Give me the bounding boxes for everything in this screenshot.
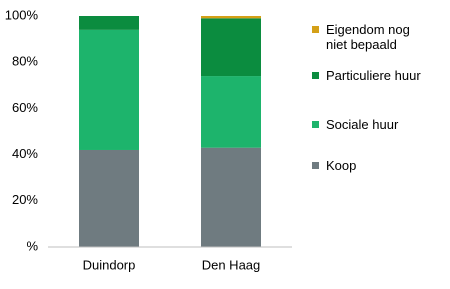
legend-swatch xyxy=(312,72,319,79)
legend-swatch xyxy=(312,162,319,169)
y-tick-label: 100% xyxy=(5,7,39,22)
legend-entry: Eigendom nog niet bepaald xyxy=(312,22,422,52)
legend-swatch xyxy=(312,121,319,128)
bar-segment xyxy=(79,29,139,150)
legend-label: Particuliere huur xyxy=(326,68,421,83)
x-tick-label: Duindorp xyxy=(83,257,136,272)
y-tick-label: 40% xyxy=(12,146,38,161)
y-tick-label: % xyxy=(26,238,38,253)
y-tick-label: 60% xyxy=(12,100,38,115)
legend-label: Sociale huur xyxy=(326,117,399,132)
x-tick-label: Den Haag xyxy=(202,257,261,272)
legend-entry: Particuliere huur xyxy=(312,68,422,83)
bar-segment xyxy=(201,147,261,247)
y-tick-label: 80% xyxy=(12,54,38,69)
bar-segment xyxy=(201,18,261,77)
y-tick-label: 20% xyxy=(12,192,38,207)
bar-segment xyxy=(201,76,261,148)
legend-swatch xyxy=(312,26,319,33)
legend-entry: Koop xyxy=(312,158,422,173)
legend-entry: Sociale huur xyxy=(312,117,422,132)
bar-segment xyxy=(79,16,139,30)
bar-segment xyxy=(79,149,139,247)
bar-segment xyxy=(201,16,261,19)
legend-label: Eigendom nog niet bepaald xyxy=(326,22,410,52)
legend-label: Koop xyxy=(326,158,357,173)
